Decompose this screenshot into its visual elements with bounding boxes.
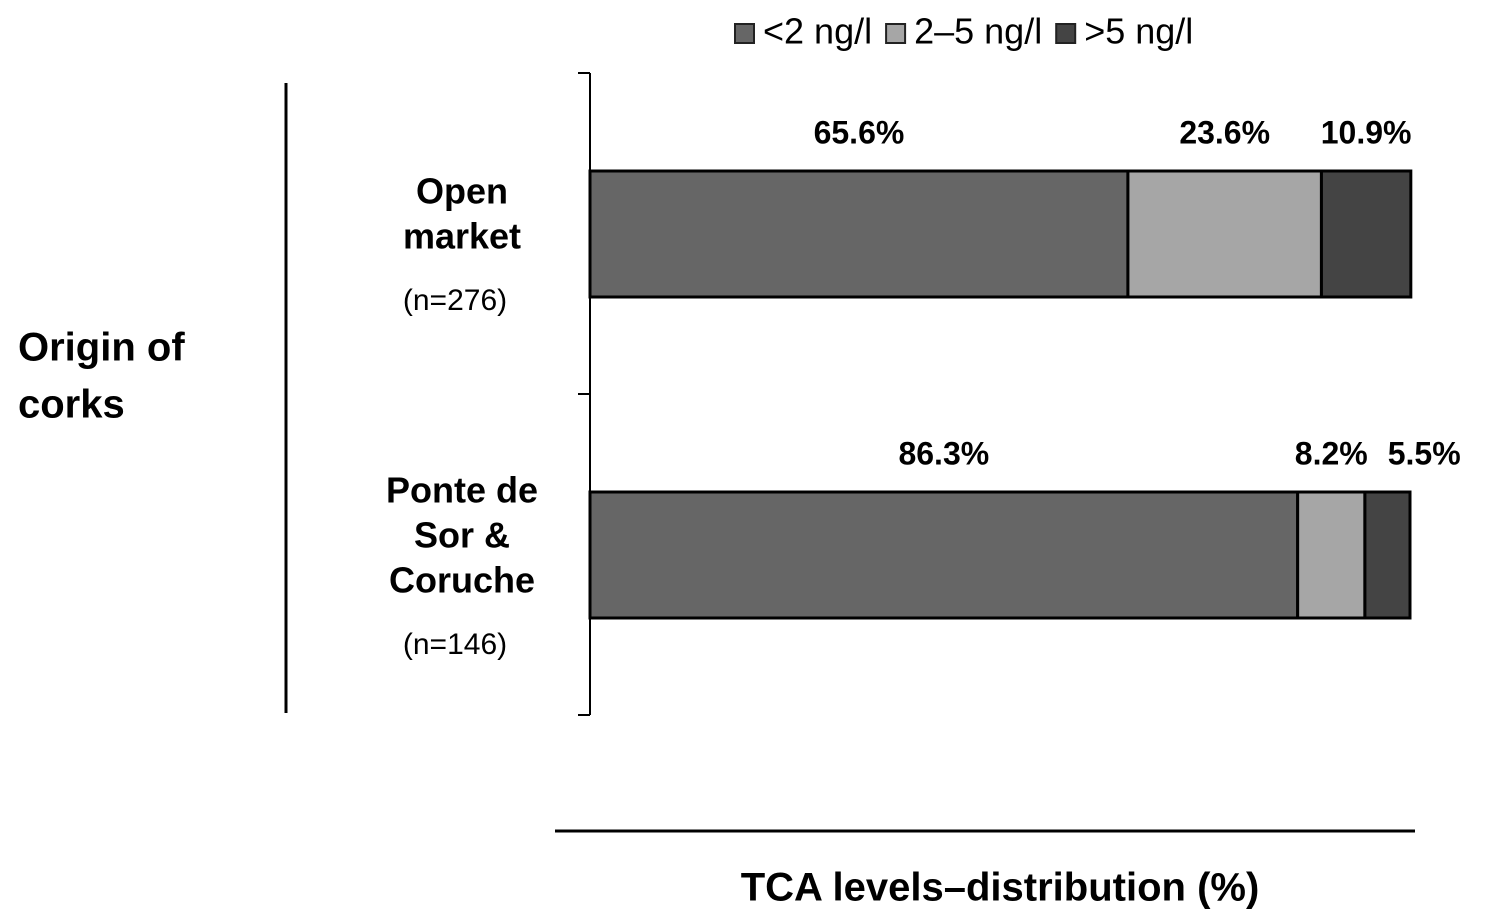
value-label: 86.3%: [898, 435, 989, 471]
x-axis-label: TCA levels–distribution (%): [741, 866, 1260, 910]
legend-swatch: [885, 23, 907, 44]
category-label: Open: [416, 171, 508, 212]
legend-label: <2 ng/l: [763, 11, 872, 52]
category-label: market: [403, 216, 521, 257]
bar-segment: [588, 490, 1300, 620]
category-label: Coruche: [389, 560, 535, 601]
value-label: 65.6%: [814, 114, 905, 150]
y-axis-label: corks: [18, 383, 125, 427]
value-label: 5.5%: [1388, 435, 1461, 471]
bar-segment: [1296, 490, 1367, 620]
category-note: (n=276): [403, 284, 507, 317]
legend-label: 2–5 ng/l: [914, 11, 1042, 52]
value-label: 8.2%: [1295, 435, 1368, 471]
bar-segment: [1126, 169, 1323, 299]
bar-segment: [1319, 169, 1413, 299]
bar-segment: [588, 169, 1130, 299]
bar-segment: [1363, 490, 1412, 620]
legend-swatch: [1055, 23, 1077, 44]
value-label: 10.9%: [1321, 114, 1412, 150]
category-note: (n=146): [403, 628, 507, 661]
category-label: Ponte de: [386, 470, 538, 511]
y-axis-label: Origin of: [18, 326, 185, 370]
legend-swatch: [734, 23, 755, 44]
category-label: Sor &: [414, 515, 510, 556]
legend-label: >5 ng/l: [1084, 11, 1193, 52]
value-label: 23.6%: [1179, 114, 1270, 150]
